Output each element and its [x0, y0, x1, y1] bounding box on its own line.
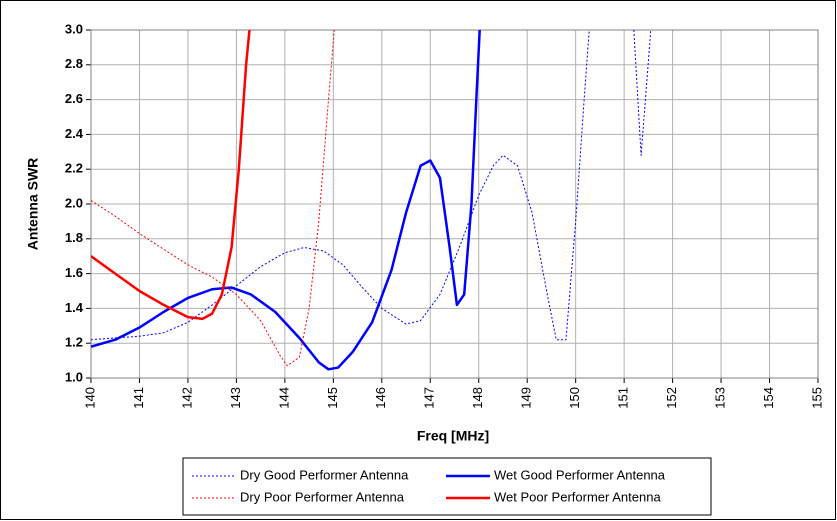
- x-tick-label: 146: [373, 387, 388, 409]
- series-line: [91, 29, 652, 341]
- x-tick-label: 151: [616, 387, 631, 409]
- x-tick-label: 153: [713, 387, 728, 409]
- y-tick-label: 2.6: [65, 91, 83, 106]
- x-tick-label: 149: [519, 387, 534, 409]
- x-axis-title: Freq [MHz]: [417, 428, 489, 444]
- x-tick-label: 154: [761, 387, 776, 409]
- x-tick-label: 152: [664, 387, 679, 409]
- y-tick-label: 1.2: [65, 335, 83, 350]
- x-tick-label: 142: [179, 387, 194, 409]
- x-tick-label: 143: [228, 387, 243, 409]
- y-axis-title: Antenna SWR: [25, 158, 41, 251]
- x-tick-label: 148: [470, 387, 485, 409]
- y-tick-label: 1.6: [65, 265, 83, 280]
- legend-label: Dry Poor Performer Antenna: [240, 489, 405, 504]
- y-tick-label: 2.8: [65, 56, 83, 71]
- series-line: [91, 29, 251, 321]
- y-tick-label: 1.8: [65, 230, 83, 245]
- series-line: [91, 29, 481, 371]
- y-tick-label: 2.0: [65, 195, 83, 210]
- x-tick-label: 140: [82, 387, 97, 409]
- legend-label: Dry Good Performer Antenna: [240, 467, 409, 482]
- x-tick-label: 145: [325, 387, 340, 409]
- series-line: [91, 29, 335, 367]
- x-tick-label: 147: [422, 387, 437, 409]
- y-tick-label: 2.4: [65, 126, 84, 141]
- y-tick-label: 2.2: [65, 161, 83, 176]
- legend-label: Wet Poor Performer Antenna: [494, 489, 661, 504]
- legend-box: [182, 457, 712, 516]
- x-tick-label: 155: [809, 387, 824, 409]
- y-tick-label: 1.0: [65, 369, 83, 384]
- y-tick-label: 3.0: [65, 21, 83, 36]
- x-tick-label: 144: [276, 387, 291, 409]
- plot-frame: [90, 29, 819, 379]
- y-tick-label: 1.4: [65, 300, 84, 315]
- x-tick-label: 150: [567, 387, 582, 409]
- legend-label: Wet Good Performer Antenna: [494, 467, 666, 482]
- x-tick-label: 141: [131, 387, 146, 409]
